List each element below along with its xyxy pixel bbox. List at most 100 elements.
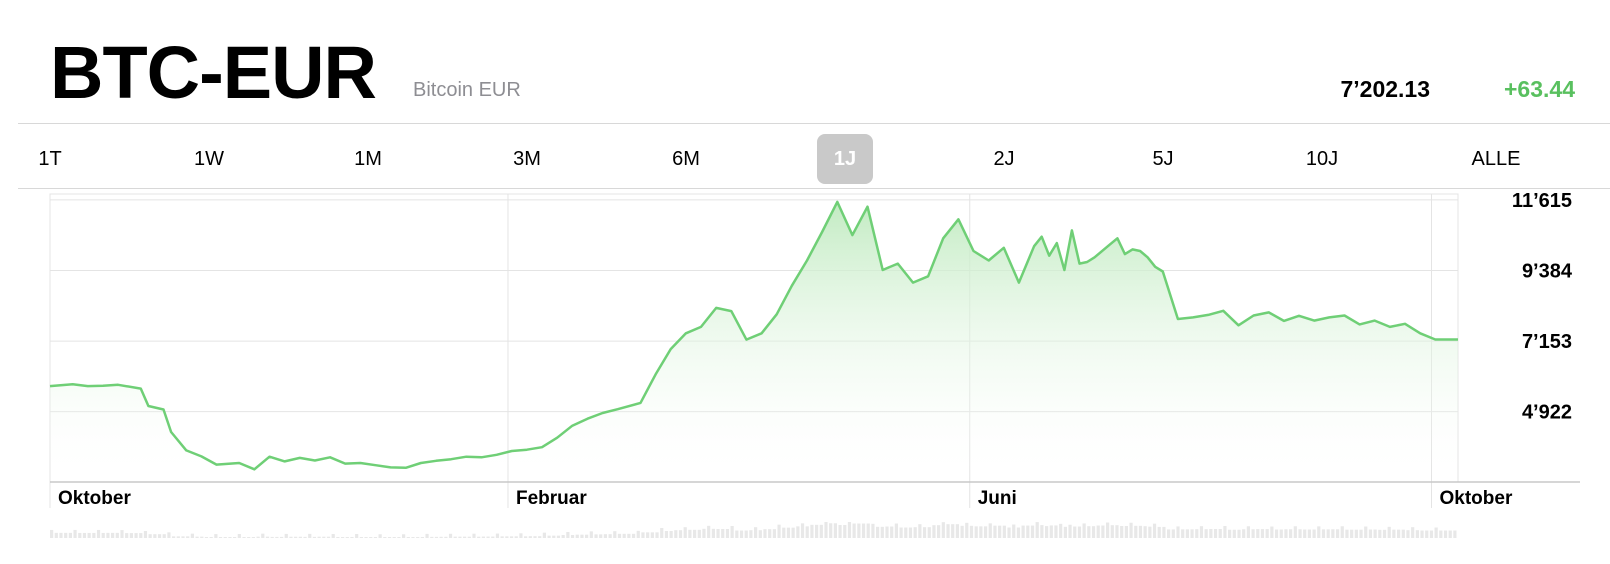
volume-bar xyxy=(1232,529,1236,538)
price-area xyxy=(50,201,1458,482)
volume-bar xyxy=(768,529,772,538)
volume-bar xyxy=(998,525,1002,538)
range-1m[interactable]: 1M xyxy=(354,148,382,170)
volume-bar xyxy=(256,536,260,538)
volume-bar xyxy=(176,536,180,538)
volume-bar xyxy=(1073,526,1077,538)
range-6m[interactable]: 6M xyxy=(672,148,700,170)
volume-bar xyxy=(1340,526,1344,538)
volume-bar xyxy=(1035,522,1039,538)
volume-bar xyxy=(78,532,82,538)
volume-bar xyxy=(1331,529,1335,538)
volume-bar xyxy=(1312,529,1316,538)
volume-bar xyxy=(1007,527,1011,538)
current-price: 7’202.13 xyxy=(1340,76,1430,102)
range-3m[interactable]: 3M xyxy=(513,148,541,170)
volume-bar xyxy=(791,527,795,538)
volume-bar xyxy=(631,533,636,538)
volume-bar xyxy=(913,527,917,538)
volume-bar xyxy=(223,537,227,538)
volume-bar xyxy=(547,535,551,538)
volume-bar xyxy=(420,537,424,538)
volume-bar xyxy=(749,530,753,538)
volume-bar xyxy=(580,534,584,538)
volume-bar xyxy=(1293,526,1297,538)
volume-bar xyxy=(941,522,945,538)
volume-bar xyxy=(68,532,72,538)
volume-bar xyxy=(1368,529,1373,538)
volume-bar xyxy=(617,533,622,538)
volume-bar xyxy=(59,532,63,538)
x-tick-label: Oktober xyxy=(58,488,131,509)
volume-bar xyxy=(481,536,485,538)
volume-bar xyxy=(852,523,856,538)
volume-bar xyxy=(486,536,490,538)
volume-bar xyxy=(594,534,598,538)
volume-bar xyxy=(1406,530,1410,538)
range-5j[interactable]: 5J xyxy=(1152,148,1174,170)
range-1j[interactable]: 1J xyxy=(817,134,873,184)
volume-bar xyxy=(782,527,786,538)
volume-bar xyxy=(552,535,556,538)
volume-bar xyxy=(796,526,800,538)
volume-bar xyxy=(477,536,481,538)
volume-bar xyxy=(218,537,223,538)
price-line xyxy=(49,200,1458,471)
volume-bar xyxy=(472,533,476,538)
volume-bar xyxy=(1425,530,1429,538)
volume-bar xyxy=(885,526,889,538)
volume-bar xyxy=(1223,525,1227,538)
volume-bar xyxy=(683,527,687,538)
volume-bar xyxy=(298,536,302,538)
range-1w[interactable]: 1W xyxy=(194,148,224,170)
volume-bar xyxy=(96,529,101,538)
volume-bar xyxy=(340,537,345,538)
asset-name: Bitcoin EUR xyxy=(413,79,521,101)
volume-bar xyxy=(716,529,720,538)
y-tick-label: 11’615 xyxy=(1512,190,1572,212)
price-change: +63.44 xyxy=(1504,76,1575,102)
volume-bar xyxy=(1030,525,1035,538)
volume-bar xyxy=(603,534,608,538)
volume-bar xyxy=(373,537,378,538)
range-2j[interactable]: 2J xyxy=(993,148,1015,170)
volume-bar xyxy=(1021,525,1025,538)
range-1t[interactable]: 1T xyxy=(38,148,62,170)
range-alle[interactable]: ALLE xyxy=(1471,148,1521,170)
volume-bar xyxy=(270,536,274,538)
volume-bar xyxy=(275,536,279,538)
volume-bar xyxy=(1162,526,1166,538)
volume-bar xyxy=(1106,522,1110,538)
volume-bar xyxy=(265,536,270,538)
volume-bar xyxy=(1148,526,1152,538)
volume-bar xyxy=(284,533,288,538)
range-10j[interactable]: 10J xyxy=(1305,148,1339,170)
volume-bar xyxy=(1260,529,1265,538)
volume-bar xyxy=(289,536,293,538)
volume-bar xyxy=(1115,525,1119,538)
volume-bar xyxy=(969,525,974,538)
volume-bar xyxy=(200,536,204,538)
volume-bar xyxy=(359,537,363,538)
volume-bar xyxy=(1242,529,1246,538)
volume-bar xyxy=(1091,526,1096,538)
volume-bar xyxy=(707,525,711,538)
volume-bar xyxy=(364,537,368,538)
volume-bar xyxy=(1087,526,1091,538)
volume-bar xyxy=(411,537,415,538)
volume-bar xyxy=(355,534,359,538)
volume-bar xyxy=(1345,529,1349,538)
quote-header: BTC-EUR Bitcoin EUR 7’202.13 +63.44 xyxy=(0,0,1610,124)
y-axis-labels: 4’922 7’153 9’384 11’615 xyxy=(1512,190,1573,424)
volume-bar xyxy=(857,523,861,538)
volume-bar xyxy=(1134,525,1138,538)
volume-bar xyxy=(190,533,194,538)
volume-bar xyxy=(641,532,645,538)
volume-bar xyxy=(786,527,791,538)
volume-bar xyxy=(556,535,561,538)
volume-bar xyxy=(951,524,955,538)
volume-bar xyxy=(1439,530,1443,538)
volume-bar xyxy=(1209,528,1213,538)
volume-bar xyxy=(1101,525,1105,538)
volume-bar xyxy=(233,537,237,538)
